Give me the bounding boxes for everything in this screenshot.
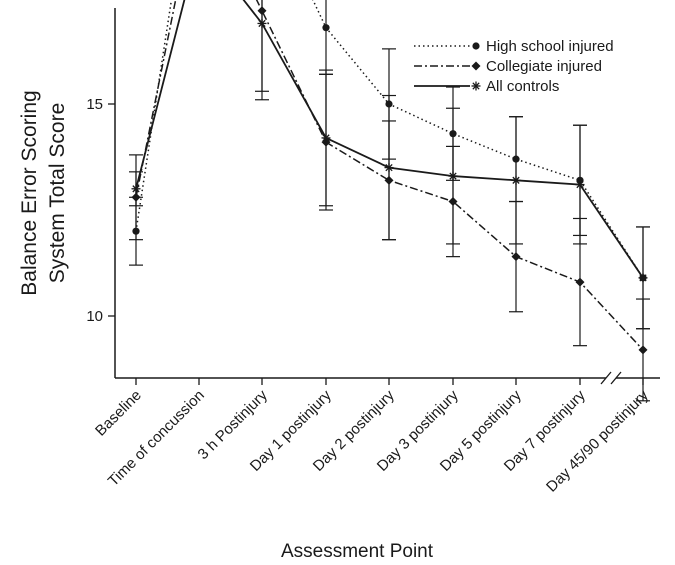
data-point bbox=[575, 277, 585, 287]
axis-break-slash bbox=[610, 371, 622, 385]
data-point bbox=[257, 18, 267, 28]
legend-label: High school injured bbox=[486, 38, 614, 55]
legend-label: All controls bbox=[486, 78, 559, 95]
data-point bbox=[131, 184, 141, 194]
series-3 bbox=[129, 0, 650, 330]
axis-break-marks bbox=[600, 371, 622, 385]
data-point bbox=[511, 175, 521, 185]
data-point bbox=[321, 133, 331, 143]
series-layer bbox=[129, 0, 650, 402]
data-point bbox=[448, 171, 458, 181]
x-axis-title: Assessment Point bbox=[281, 541, 434, 562]
data-point bbox=[638, 345, 648, 355]
error-bar bbox=[319, 0, 333, 75]
legend-item: Collegiate injured bbox=[414, 58, 602, 75]
y-tick-label: 10 bbox=[86, 308, 103, 325]
data-point bbox=[322, 24, 330, 32]
legend: High school injured Collegiate injured All… bbox=[414, 38, 614, 95]
legend-marker bbox=[472, 42, 480, 50]
y-axis-ticks: 101520 bbox=[86, 96, 115, 325]
y-axis-title-line-1: Balance Error Scoring bbox=[18, 90, 41, 295]
legend-marker bbox=[471, 61, 481, 71]
data-point bbox=[511, 252, 521, 262]
legend-label: Collegiate injured bbox=[486, 58, 602, 75]
data-point bbox=[575, 180, 585, 190]
legend-marker bbox=[471, 81, 481, 91]
legend-item: All controls bbox=[414, 78, 559, 95]
y-axis-title-line-2: System Total Score bbox=[46, 103, 69, 284]
legend-item: High school injured bbox=[414, 38, 614, 55]
data-point bbox=[638, 273, 648, 283]
x-tick-label: Baseline bbox=[92, 387, 145, 440]
data-point bbox=[384, 163, 394, 173]
y-tick-label: 15 bbox=[86, 96, 103, 113]
error-bar bbox=[255, 0, 269, 92]
axis-break-slash bbox=[600, 371, 612, 385]
